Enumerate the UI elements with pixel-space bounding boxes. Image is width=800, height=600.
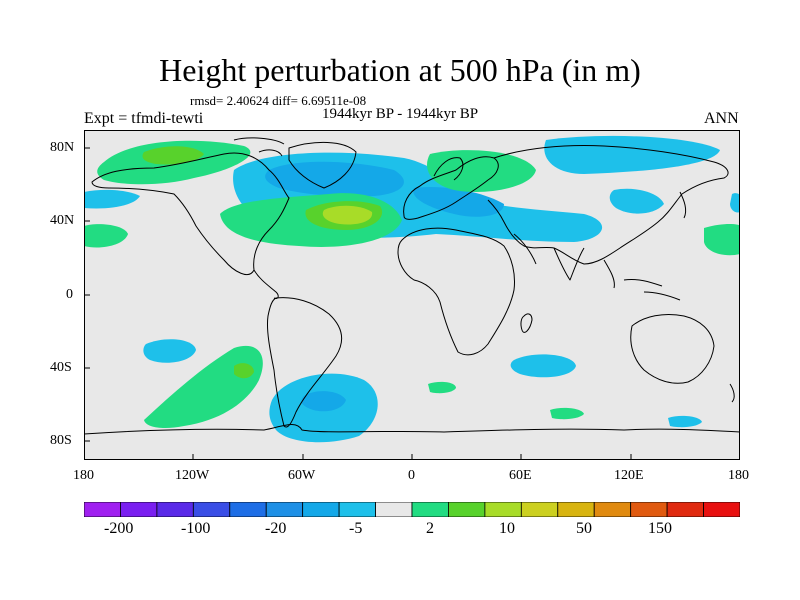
colorbar-label-m20: -20 <box>265 520 287 537</box>
anomaly-green-siberia <box>427 150 536 192</box>
coastline-arctic-islands <box>233 137 285 157</box>
coastlines <box>84 137 740 435</box>
anomaly-darkgreen-south-pacific <box>234 363 254 379</box>
colorbar-cell <box>484 502 522 517</box>
anomaly-blue-southern-ocean <box>668 415 702 428</box>
colorbar-cell <box>302 502 340 517</box>
coastline-europe <box>403 156 499 220</box>
colorbar-cell <box>120 502 158 517</box>
stats-line: rmsd= 2.40624 diff= 6.69511e-08 <box>190 93 367 108</box>
colorbar-label-10: 10 <box>499 520 515 537</box>
coastline-south-america <box>267 297 343 428</box>
lon-label-0: 0 <box>408 468 415 483</box>
season-label: ANN <box>704 110 739 127</box>
coastline-north-america <box>91 152 290 275</box>
experiment-label: Expt = tfmdi-tewti <box>84 110 204 127</box>
anomaly-green-south-indian <box>550 407 584 420</box>
colorbar-cell <box>375 502 413 517</box>
colorbar-cell <box>229 502 267 517</box>
lon-label-120e: 120E <box>614 468 644 483</box>
coastline-asia <box>487 145 729 265</box>
colorbar <box>84 502 740 517</box>
colorbar-cell <box>557 502 595 517</box>
anomaly-fills <box>84 135 740 443</box>
lon-label-180e: 180 <box>728 468 749 483</box>
anomaly-blue-pacific-edge <box>84 189 140 209</box>
anomaly-darkblue-north-america <box>265 161 404 197</box>
map-panel <box>84 130 740 460</box>
anomaly-blue-indian-ocean <box>510 354 576 378</box>
coastline-southeast-asia <box>603 259 681 301</box>
colorbar-cell <box>156 502 194 517</box>
colorbar-cell <box>593 502 632 517</box>
anomaly-green-south-atlantic-small <box>428 381 456 394</box>
anomaly-darkblue-europe <box>413 186 504 217</box>
coastline-arabia-india <box>513 233 585 281</box>
colorbar-cell <box>630 502 668 517</box>
coastline-greenland <box>288 141 357 189</box>
colorbar-cell <box>84 502 121 517</box>
colorbar-cell <box>411 502 449 517</box>
lat-label-40s: 40S <box>50 360 72 375</box>
coastline-japan <box>679 191 687 219</box>
anomaly-blue-south-pacific <box>143 339 196 363</box>
colorbar-label-50: 50 <box>576 520 592 537</box>
colorbar-label-m5: -5 <box>349 520 363 537</box>
map-ticks <box>84 147 632 460</box>
coastline-antarctica <box>84 424 740 435</box>
colorbar-cell <box>520 502 559 517</box>
anomaly-green-pacific-west <box>84 224 128 248</box>
lon-label-60w: 60W <box>288 468 316 483</box>
colorbar-cell <box>448 502 486 517</box>
colorbar-cell <box>703 502 740 517</box>
colorbar-label-150: 150 <box>648 520 672 537</box>
coastline-madagascar <box>520 313 533 333</box>
colorbar-label-m200: -200 <box>104 520 134 537</box>
lat-label-40n: 40N <box>50 213 75 228</box>
plot-title: Height perturbation at 500 hPa (in m) <box>159 52 641 88</box>
coastline-new-zealand <box>729 383 735 403</box>
colorbar-cell <box>192 502 231 517</box>
lat-label-80n: 80N <box>50 140 75 155</box>
lat-label-80s: 80S <box>50 433 72 448</box>
lon-label-60e: 60E <box>509 468 532 483</box>
anomaly-lime-atlantic-core <box>322 205 373 225</box>
anomaly-blue-pacific-east-edge <box>730 193 740 213</box>
lat-label-0: 0 <box>66 287 73 302</box>
colorbar-cell <box>338 502 376 517</box>
colorbar-cell <box>265 502 304 517</box>
anomaly-green-south-pacific <box>144 345 263 428</box>
colorbar-cell <box>666 502 704 517</box>
colorbar-label-2: 2 <box>426 520 434 537</box>
period-label: 1944kyr BP - 1944kyr BP <box>322 106 479 122</box>
anomaly-darkgreen-arctic-pacific <box>142 146 204 165</box>
coastline-africa <box>397 227 515 356</box>
colorbar-label-m100: -100 <box>181 520 211 537</box>
anomaly-green-pacific-east-edge <box>704 224 740 256</box>
lon-label-120w: 120W <box>175 468 210 483</box>
coastline-scandinavia <box>433 157 464 181</box>
coastline-australia <box>630 313 715 384</box>
anomaly-darkblue-south-atlantic <box>301 391 346 412</box>
lon-label-180w: 180 <box>73 468 94 483</box>
anomaly-blue-north-pacific-east <box>609 188 664 214</box>
